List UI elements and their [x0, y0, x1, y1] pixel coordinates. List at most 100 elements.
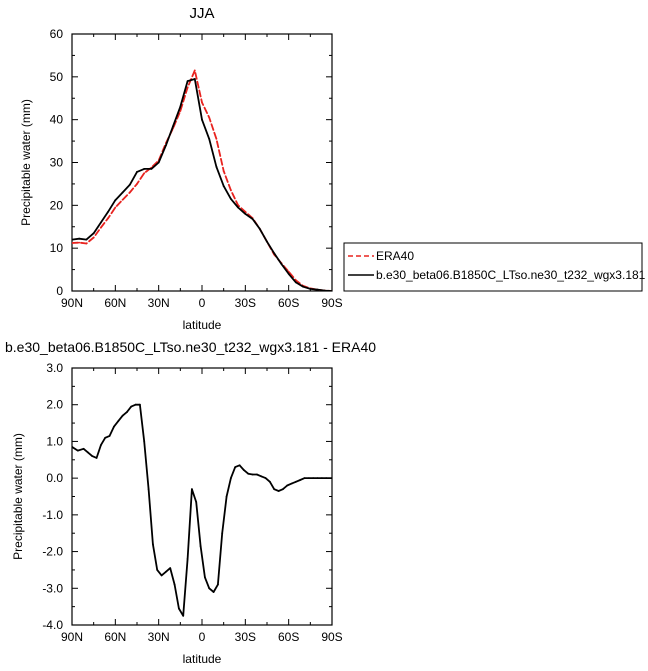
data-point [85, 238, 88, 241]
plot-frame [71, 367, 333, 626]
data-point [208, 587, 211, 590]
data-point [179, 105, 182, 108]
x-tick-label: 90N [61, 296, 83, 310]
y-tick-label: -4.0 [42, 618, 63, 632]
x-tick-label: 90S [321, 630, 342, 644]
data-point [150, 168, 153, 170]
x-tick-label: 0 [199, 296, 206, 310]
data-point [100, 444, 102, 446]
x-tick-label: 90N [61, 630, 83, 644]
data-point [114, 199, 117, 202]
x-tick-label: 30S [235, 630, 256, 644]
data-point [204, 576, 206, 579]
data-point [280, 263, 283, 265]
data-point [100, 226, 102, 229]
data-point [172, 125, 175, 127]
data-point [273, 488, 276, 491]
data-point [169, 567, 172, 569]
data-point [316, 477, 319, 479]
y-axis-label: Precipitable water (mm) [19, 99, 33, 226]
data-point [225, 495, 228, 498]
data-point [266, 240, 268, 243]
x-tick-label: 60S [278, 296, 299, 310]
y-tick-label: 0 [56, 284, 63, 298]
data-point [178, 607, 180, 610]
data-point [238, 464, 241, 467]
data-point [126, 411, 128, 413]
data-point [78, 237, 81, 240]
series-line-2 [72, 78, 332, 291]
y-tick-label: 1.0 [46, 434, 63, 448]
data-point [186, 86, 189, 89]
data-point [179, 110, 182, 112]
data-point [323, 289, 326, 291]
data-point [173, 583, 176, 586]
data-point [92, 232, 95, 235]
data-point [251, 218, 254, 220]
y-tick-label: -3.0 [42, 581, 63, 595]
data-point [243, 469, 245, 471]
data-point [331, 477, 332, 479]
data-point [244, 210, 247, 213]
data-point [193, 69, 196, 72]
data-point [212, 591, 215, 593]
x-tick-label: 60S [278, 630, 299, 644]
data-point [325, 477, 328, 479]
data-point [277, 490, 280, 492]
data-point [136, 183, 138, 185]
data-point [92, 236, 95, 239]
data-point [309, 288, 312, 290]
data-point [134, 403, 137, 406]
y-tick-label: -2.0 [42, 545, 63, 559]
data-point [256, 473, 258, 476]
x-axis-label: latitude [183, 652, 222, 666]
chart-2: b.e30_beta06.B1850C_LTso.ne30_t232_wgx3.… [5, 339, 376, 666]
data-point [217, 583, 219, 586]
data-point [117, 420, 120, 423]
data-point [244, 213, 247, 215]
data-point [201, 118, 203, 121]
data-point [113, 425, 115, 428]
data-point [321, 477, 323, 479]
data-point [78, 241, 81, 244]
data-point [222, 185, 225, 188]
data-point [201, 101, 203, 104]
data-point [128, 191, 131, 194]
data-point [186, 80, 189, 82]
data-point [85, 242, 88, 245]
y-tick-label: -1.0 [42, 508, 63, 522]
data-point [72, 242, 73, 244]
data-point [295, 281, 297, 284]
data-point [331, 290, 332, 291]
data-point [273, 252, 276, 255]
data-point [100, 221, 102, 224]
data-point [208, 138, 211, 140]
y-axis-label: Precipitable water (mm) [11, 433, 25, 560]
chart-title: b.e30_beta06.B1850C_LTso.ne30_t232_wgx3.… [5, 339, 376, 355]
data-point [76, 449, 79, 452]
data-point [193, 78, 196, 80]
data-point [121, 198, 124, 201]
data-point [247, 472, 250, 475]
legend: ERA40 b.e30_beta06.B1850C_LTso.ne30_t232_… [343, 242, 646, 292]
data-point [160, 574, 163, 577]
data-point [199, 545, 202, 547]
x-tick-label: 60N [104, 630, 126, 644]
legend-label: b.e30_beta06.B1850C_LTso.ne30_t232_wgx3.… [376, 268, 646, 282]
x-axis-label: latitude [183, 318, 222, 332]
y-tick-label: 0.0 [46, 471, 63, 485]
data-point [82, 447, 85, 450]
data-point [312, 477, 315, 479]
data-point [157, 161, 160, 164]
data-point [91, 455, 94, 457]
data-point [195, 501, 198, 503]
data-point [128, 183, 131, 186]
chart-1: JJA 90N 60N 30N 0 30S 60S 90S 0 10 20 30 40 50 60 latit… [19, 5, 646, 332]
y-tick-label: 3.0 [46, 361, 63, 375]
data-point [186, 558, 189, 560]
data-point [72, 238, 73, 241]
data-point [143, 440, 146, 443]
data-point [290, 482, 293, 485]
data-point [107, 210, 109, 213]
